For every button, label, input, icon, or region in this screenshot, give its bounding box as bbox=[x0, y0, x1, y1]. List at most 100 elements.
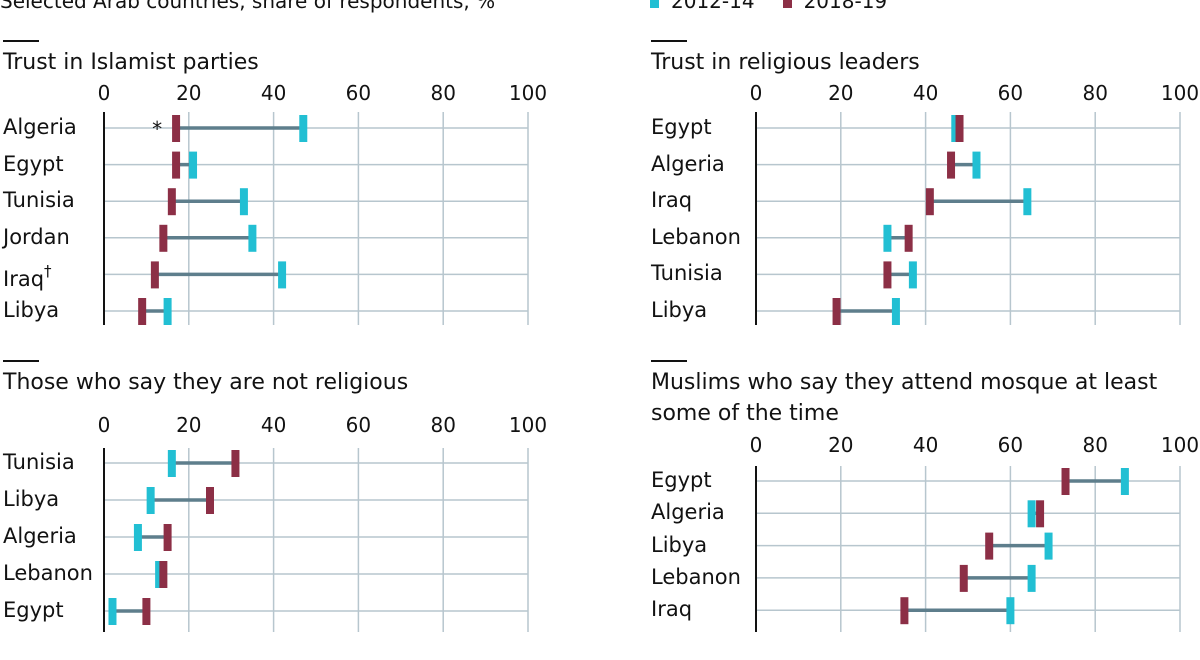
marker-2018-19 bbox=[883, 261, 892, 289]
x-tick-label: 60 bbox=[998, 433, 1023, 457]
row-label: Egypt bbox=[3, 151, 64, 176]
marker-2012-14 bbox=[248, 224, 257, 252]
legend-label-early: 2012-14 bbox=[671, 0, 755, 13]
marker-2012-14 bbox=[1027, 500, 1036, 528]
marker-2012-14 bbox=[155, 561, 164, 588]
row-label: Egypt bbox=[3, 598, 64, 622]
plot-area: 0 20 40 60 80 100 bbox=[98, 81, 547, 325]
legend-swatch-early bbox=[650, 0, 659, 8]
marker-2018-19 bbox=[955, 115, 964, 142]
marker-2018-19 bbox=[172, 151, 181, 179]
row-label: Iraq bbox=[651, 597, 693, 622]
marker-2018-19 bbox=[159, 224, 168, 252]
marker-2012-14 bbox=[146, 487, 155, 514]
x-tick-label: 100 bbox=[1161, 81, 1199, 105]
marker-2012-14 bbox=[1006, 597, 1015, 625]
legend-item-late: 2018-19 bbox=[782, 0, 888, 13]
marker-2018-19 bbox=[142, 598, 151, 625]
panel-title: Trust in Islamist parties bbox=[3, 50, 259, 75]
row-label: Egypt bbox=[651, 115, 712, 139]
panel-rule bbox=[3, 40, 39, 42]
marker-2012-14 bbox=[163, 298, 172, 325]
marker-2012-14 bbox=[278, 261, 287, 289]
row-label: Algeria bbox=[3, 115, 77, 139]
panel-title: Those who say they are not religious bbox=[3, 370, 409, 395]
plot-area: 0 20 40 60 80 100 bbox=[750, 81, 1199, 325]
x-tick-label: 20 bbox=[828, 81, 853, 105]
chart-subtitle: Selected Arab countries, share of respon… bbox=[0, 0, 496, 13]
row-label: Tunisia bbox=[3, 450, 75, 474]
legend-swatch-late bbox=[782, 0, 792, 8]
x-tick-label: 100 bbox=[509, 413, 547, 437]
legend-label-late: 2018-19 bbox=[803, 0, 888, 13]
marker-2018-19 bbox=[138, 298, 147, 325]
row-label: Algeria bbox=[3, 524, 77, 548]
marker-2018-19 bbox=[900, 597, 909, 625]
x-tick-label: 40 bbox=[913, 433, 938, 457]
x-tick-label: 80 bbox=[430, 81, 455, 105]
marker-2012-14 bbox=[133, 524, 142, 551]
marker-2012-14 bbox=[908, 261, 917, 289]
x-tick-label: 0 bbox=[98, 413, 111, 437]
marker-2018-19 bbox=[959, 564, 968, 592]
row-label: Tunisia bbox=[3, 188, 75, 213]
marker-2012-14 bbox=[883, 224, 892, 252]
legend-item-early: 2012-14 bbox=[650, 0, 755, 13]
panel-rule bbox=[651, 360, 687, 362]
row-label: Lebanon bbox=[651, 564, 741, 589]
row-label: Libya bbox=[3, 298, 60, 322]
x-tick-label: 60 bbox=[346, 413, 371, 437]
x-tick-label: 40 bbox=[261, 413, 286, 437]
panel-mosque-attendance: Muslims who say they attend mosque at le… bbox=[651, 360, 1199, 632]
marker-2012-14 bbox=[1027, 564, 1036, 592]
marker-2018-19 bbox=[159, 561, 168, 588]
marker-2012-14 bbox=[951, 115, 960, 142]
x-tick-label: 0 bbox=[750, 81, 763, 105]
marker-2018-19 bbox=[231, 450, 240, 477]
marker-2012-14 bbox=[299, 115, 308, 142]
x-tick-label: 80 bbox=[430, 413, 455, 437]
plot-area: 0 20 40 60 80 100 bbox=[750, 433, 1199, 632]
marker-2018-19 bbox=[832, 298, 841, 325]
marker-2012-14 bbox=[1120, 468, 1129, 495]
row-label: Lebanon bbox=[651, 224, 741, 249]
x-tick-label: 100 bbox=[509, 81, 547, 105]
x-tick-label: 100 bbox=[1161, 433, 1199, 457]
row-label: Libya bbox=[651, 532, 708, 557]
marker-2018-19 bbox=[925, 188, 934, 216]
marker-2012-14 bbox=[972, 151, 981, 179]
panel-title: Trust in religious leaders bbox=[651, 50, 920, 75]
x-tick-label: 40 bbox=[261, 81, 286, 105]
row-label: Algeria bbox=[651, 151, 725, 176]
marker-2018-19 bbox=[150, 261, 159, 289]
row-label: Egypt bbox=[651, 468, 712, 492]
x-tick-label: 0 bbox=[750, 433, 763, 457]
x-tick-label: 80 bbox=[1082, 81, 1107, 105]
marker-2012-14 bbox=[167, 450, 176, 477]
row-label: Libya bbox=[651, 298, 708, 322]
marker-2012-14 bbox=[239, 188, 248, 216]
x-tick-label: 0 bbox=[98, 81, 111, 105]
panel-not-religious: Those who say they are not religious 0 20… bbox=[3, 360, 548, 632]
marker-2018-19 bbox=[904, 224, 913, 252]
x-tick-label: 80 bbox=[1082, 433, 1107, 457]
x-tick-label: 20 bbox=[828, 433, 853, 457]
panel-trust-religious-leaders: Trust in religious leaders 0 20 40 60 80 100 E… bbox=[651, 40, 1199, 330]
marker-2018-19 bbox=[1036, 500, 1045, 528]
marker-2018-19 bbox=[1061, 468, 1070, 495]
footnote-mark: † bbox=[44, 262, 52, 281]
row-label: Tunisia bbox=[651, 261, 723, 286]
marker-2018-19 bbox=[206, 487, 214, 514]
x-tick-label: 20 bbox=[176, 81, 201, 105]
marker-2018-19 bbox=[985, 532, 994, 560]
plot-area: 0 20 40 60 80 100 bbox=[98, 413, 547, 632]
marker-2018-19 bbox=[163, 524, 172, 551]
row-label: Libya bbox=[3, 487, 60, 511]
marker-2012-14 bbox=[1044, 532, 1053, 560]
marker-2018-19 bbox=[947, 151, 956, 179]
x-tick-label: 60 bbox=[346, 81, 371, 105]
row-label: Iraq† bbox=[3, 262, 52, 292]
panel-rule bbox=[651, 40, 687, 42]
marker-2018-19 bbox=[167, 188, 176, 216]
x-tick-label: 20 bbox=[176, 413, 201, 437]
